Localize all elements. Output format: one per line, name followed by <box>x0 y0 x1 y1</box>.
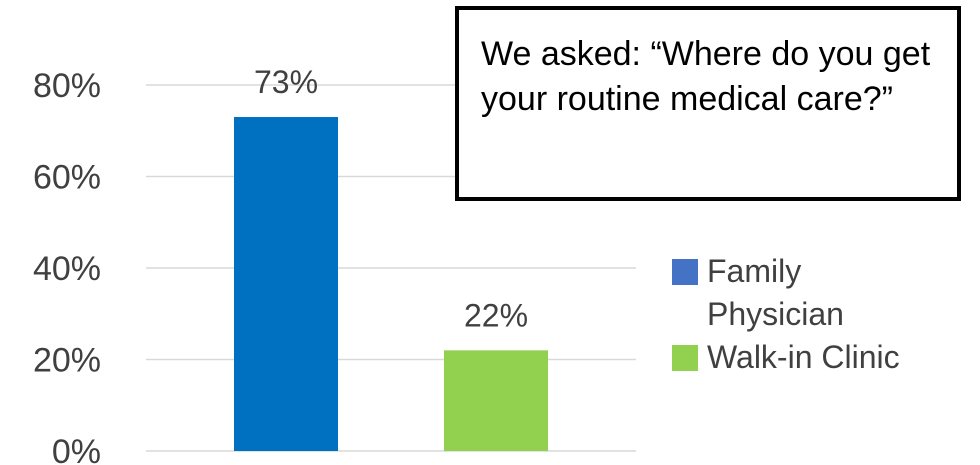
legend-label-family-physician: Family Physician <box>707 253 844 332</box>
legend-item-walk-in-clinic: Walk-in Clinic <box>672 336 972 379</box>
data-label-walk-in-clinic: 22% <box>464 297 528 333</box>
bar-family-physician <box>234 117 338 452</box>
legend-item-family-physician: Family Physician <box>672 250 972 336</box>
bar-walk-in-clinic <box>444 350 548 451</box>
y-tick-label: 60% <box>33 159 101 197</box>
legend-label-walk-in-clinic: Walk-in Clinic <box>707 339 900 375</box>
legend-swatch-walk-in-clinic <box>672 345 698 371</box>
y-axis-tick-labels: 0% 20% 40% 60% 80% <box>33 67 101 465</box>
y-tick-label: 20% <box>33 342 101 380</box>
question-callout: We asked: “Where do you get your routine… <box>455 6 961 201</box>
data-labels: 73% 22% <box>254 64 528 333</box>
bars <box>234 117 548 452</box>
data-label-family-physician: 73% <box>254 64 318 100</box>
y-tick-label: 80% <box>33 67 101 105</box>
callout-text: We asked: “Where do you get your routine… <box>481 35 931 118</box>
y-tick-label: 0% <box>52 433 101 465</box>
legend-swatch-family-physician <box>672 259 698 285</box>
y-tick-label: 40% <box>33 250 101 288</box>
legend: Family Physician Walk-in Clinic <box>672 250 972 379</box>
